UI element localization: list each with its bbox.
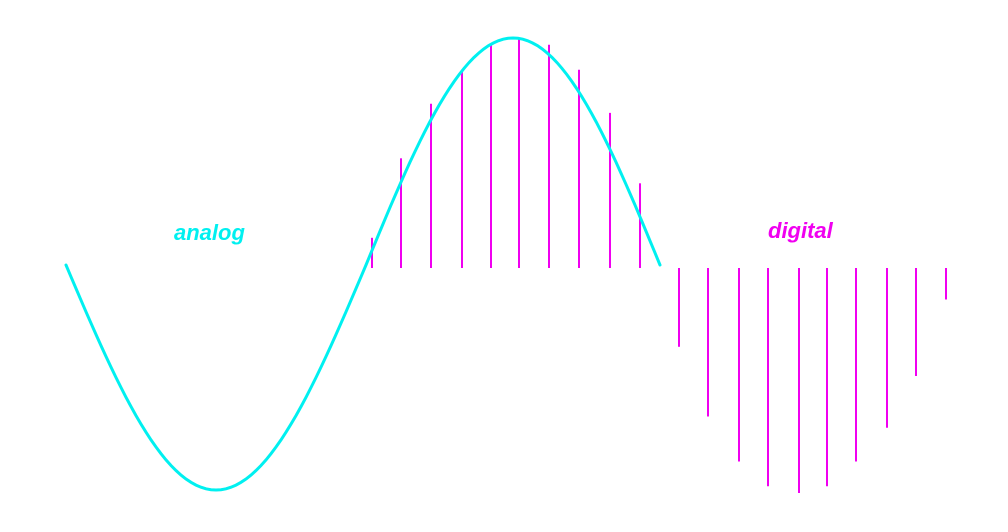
digital-label: digital [768, 218, 834, 243]
digital-samples-upper [371, 38, 641, 268]
analog-label: analog [174, 220, 245, 245]
analog-wave [64, 36, 662, 492]
digital-samples-lower [678, 268, 947, 493]
